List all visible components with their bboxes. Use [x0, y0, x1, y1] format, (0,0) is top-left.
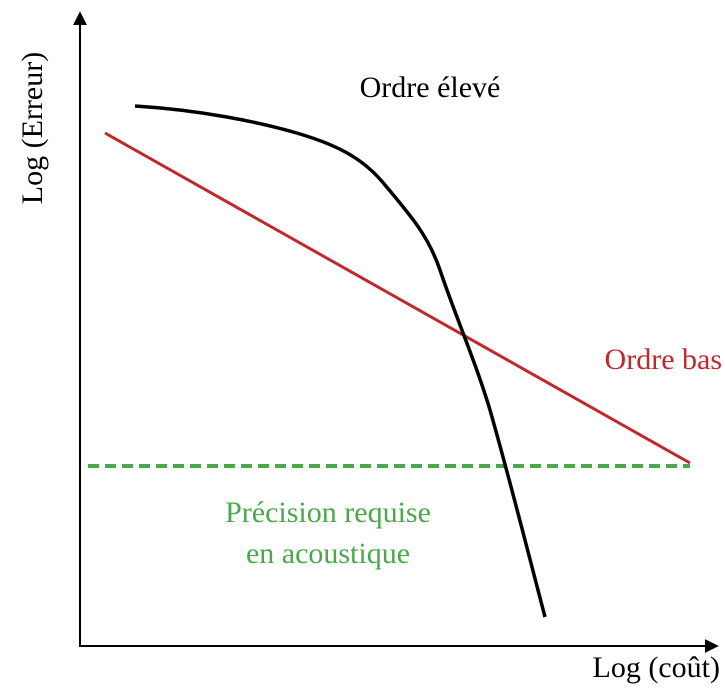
low-order-line	[104, 131, 691, 465]
high-order-label: Ordre élevé	[360, 71, 501, 104]
threshold-label: Précision requise	[225, 496, 431, 529]
low-order-label: Ordre bas	[605, 343, 722, 376]
high-order-curve	[134, 104, 547, 618]
x-axis-label: Log (coût)	[593, 651, 720, 684]
threshold-label: en acoustique	[246, 537, 410, 570]
y-axis-label: Log (Erreur)	[16, 52, 49, 204]
